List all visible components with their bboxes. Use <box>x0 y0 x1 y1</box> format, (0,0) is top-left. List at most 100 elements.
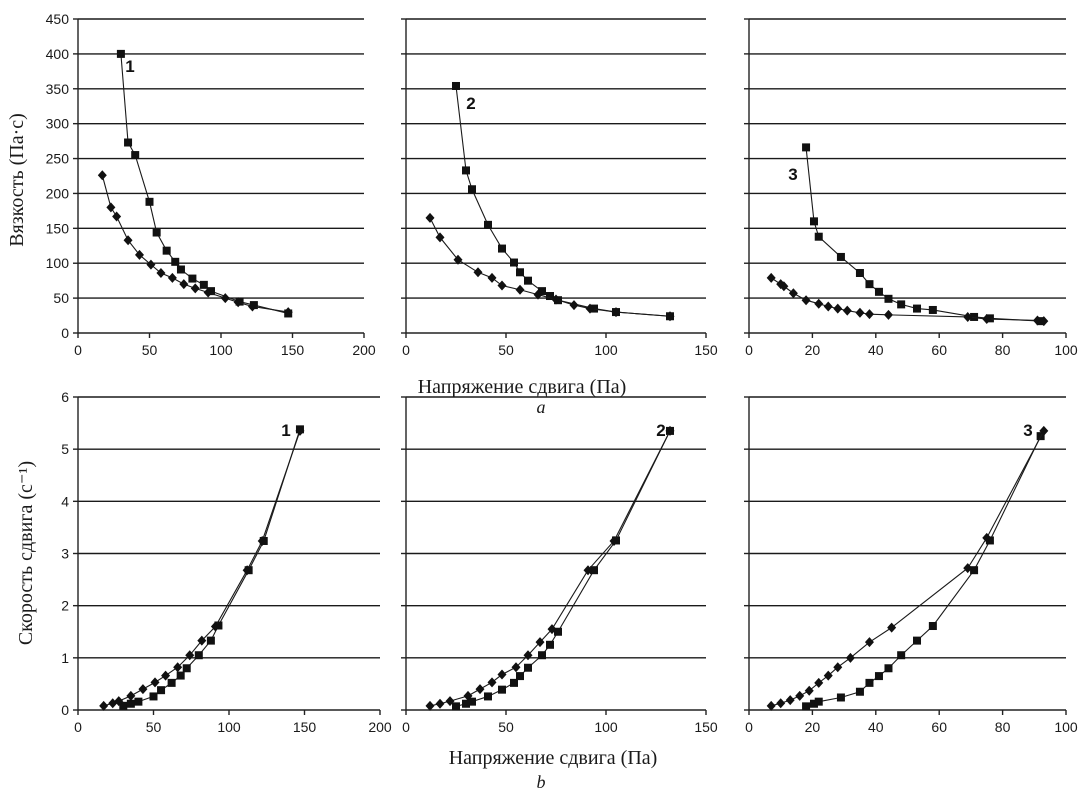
data-point-diamond <box>435 232 445 243</box>
data-point-diamond <box>425 212 435 223</box>
series-line-diamond <box>103 430 301 707</box>
y-tick-label: 250 <box>46 151 70 167</box>
data-point-diamond <box>475 684 485 695</box>
data-point-diamond <box>161 670 171 681</box>
data-point-diamond <box>167 272 177 283</box>
x-tick-label: 100 <box>594 342 618 358</box>
data-point-square <box>970 312 979 321</box>
x-tick-label: 0 <box>745 719 753 735</box>
chart-panel-2: 0 50 100 150 2 <box>401 18 718 358</box>
data-point-diamond <box>585 303 595 314</box>
x-tick-label: 0 <box>745 342 753 358</box>
data-point-diamond <box>804 685 814 696</box>
data-point-diamond <box>203 287 213 298</box>
data-point-diamond <box>112 211 122 222</box>
data-point-square <box>462 166 470 175</box>
data-point-square <box>182 664 191 673</box>
data-point-diamond <box>887 622 897 633</box>
data-point-diamond <box>551 294 561 305</box>
bottom-y-axis-title: Скорость сдвига (с⁻¹) <box>15 461 37 645</box>
data-point-diamond <box>473 267 483 278</box>
data-point-diamond <box>611 307 621 318</box>
y-tick-label: 350 <box>46 81 70 97</box>
data-point-square <box>913 636 922 645</box>
y-tick-label: 1 <box>61 650 69 666</box>
x-tick-label: 80 <box>995 342 1011 358</box>
x-tick-label: 100 <box>1054 342 1078 358</box>
data-point-square <box>538 651 546 660</box>
data-point-diamond <box>210 621 220 632</box>
data-point-diamond <box>497 280 507 291</box>
data-point-diamond <box>283 307 293 318</box>
data-point-diamond <box>963 563 973 574</box>
data-point-square <box>809 217 818 226</box>
data-point-square <box>928 305 937 314</box>
top-x-axis-title: Напряжение сдвига (Па) <box>418 376 627 398</box>
data-point-diamond <box>242 565 252 576</box>
data-point-square <box>538 287 546 296</box>
data-point-square <box>452 702 460 711</box>
data-point-diamond <box>138 684 148 695</box>
series-line-square <box>455 430 671 707</box>
data-point-square <box>126 699 135 708</box>
data-point-square <box>162 246 171 255</box>
data-point-square <box>116 49 125 58</box>
data-point-diamond <box>1032 315 1042 326</box>
data-point-diamond <box>535 637 545 648</box>
y-tick-label: 150 <box>46 220 70 236</box>
y-tick-label: 3 <box>61 546 69 562</box>
data-point-diamond <box>845 652 855 663</box>
data-point-diamond <box>185 650 195 661</box>
y-tick-label: 4 <box>61 493 69 509</box>
data-point-square <box>546 292 554 301</box>
x-tick-label: 40 <box>868 342 884 358</box>
data-point-diamond <box>833 662 843 673</box>
x-tick-label: 150 <box>694 719 718 735</box>
data-point-square <box>468 697 476 706</box>
series-line-square <box>805 435 1042 707</box>
data-point-square <box>176 671 185 680</box>
data-point-diamond <box>220 293 230 304</box>
chart-panel-1: 0 50 100 150 200 250 300 350 400 450 0 50 100 150 200 1 <box>46 11 376 358</box>
data-point-square <box>484 692 492 701</box>
data-point-diamond <box>547 624 557 635</box>
data-point-square <box>590 566 598 575</box>
data-point-diamond <box>609 535 619 546</box>
x-tick-label: 80 <box>995 719 1011 735</box>
y-tick-label: 0 <box>61 702 69 718</box>
data-point-square <box>124 138 133 147</box>
data-point-square <box>897 651 906 660</box>
data-point-diamond <box>523 650 533 661</box>
x-tick-label: 20 <box>805 342 821 358</box>
data-point-square <box>524 276 532 285</box>
data-point-square <box>855 687 864 696</box>
curve-label: 2 <box>656 421 665 440</box>
data-point-diamond <box>515 284 525 295</box>
data-point-diamond <box>883 309 893 320</box>
data-point-square <box>928 622 937 631</box>
data-point-square <box>484 220 492 229</box>
data-point-diamond <box>864 637 874 648</box>
data-point-diamond <box>855 307 865 318</box>
data-point-diamond <box>99 700 109 711</box>
x-tick-label: 20 <box>805 719 821 735</box>
series-line-square <box>805 147 1041 322</box>
data-point-square <box>157 686 166 695</box>
data-point-diamond <box>146 259 156 270</box>
data-point-diamond <box>106 202 116 213</box>
x-tick-label: 50 <box>498 342 514 358</box>
row-label-a: a <box>537 397 546 417</box>
data-point-diamond <box>569 300 579 311</box>
data-point-diamond <box>864 309 874 320</box>
data-point-square <box>167 678 176 687</box>
curve-label: 2 <box>466 94 475 113</box>
data-point-diamond <box>766 700 776 711</box>
data-point-diamond <box>233 297 243 308</box>
x-tick-label: 100 <box>1054 719 1078 735</box>
data-point-square <box>145 197 154 206</box>
y-tick-label: 100 <box>46 255 70 271</box>
data-point-diamond <box>463 690 473 701</box>
data-point-square <box>498 685 506 694</box>
x-tick-label: 0 <box>402 719 410 735</box>
